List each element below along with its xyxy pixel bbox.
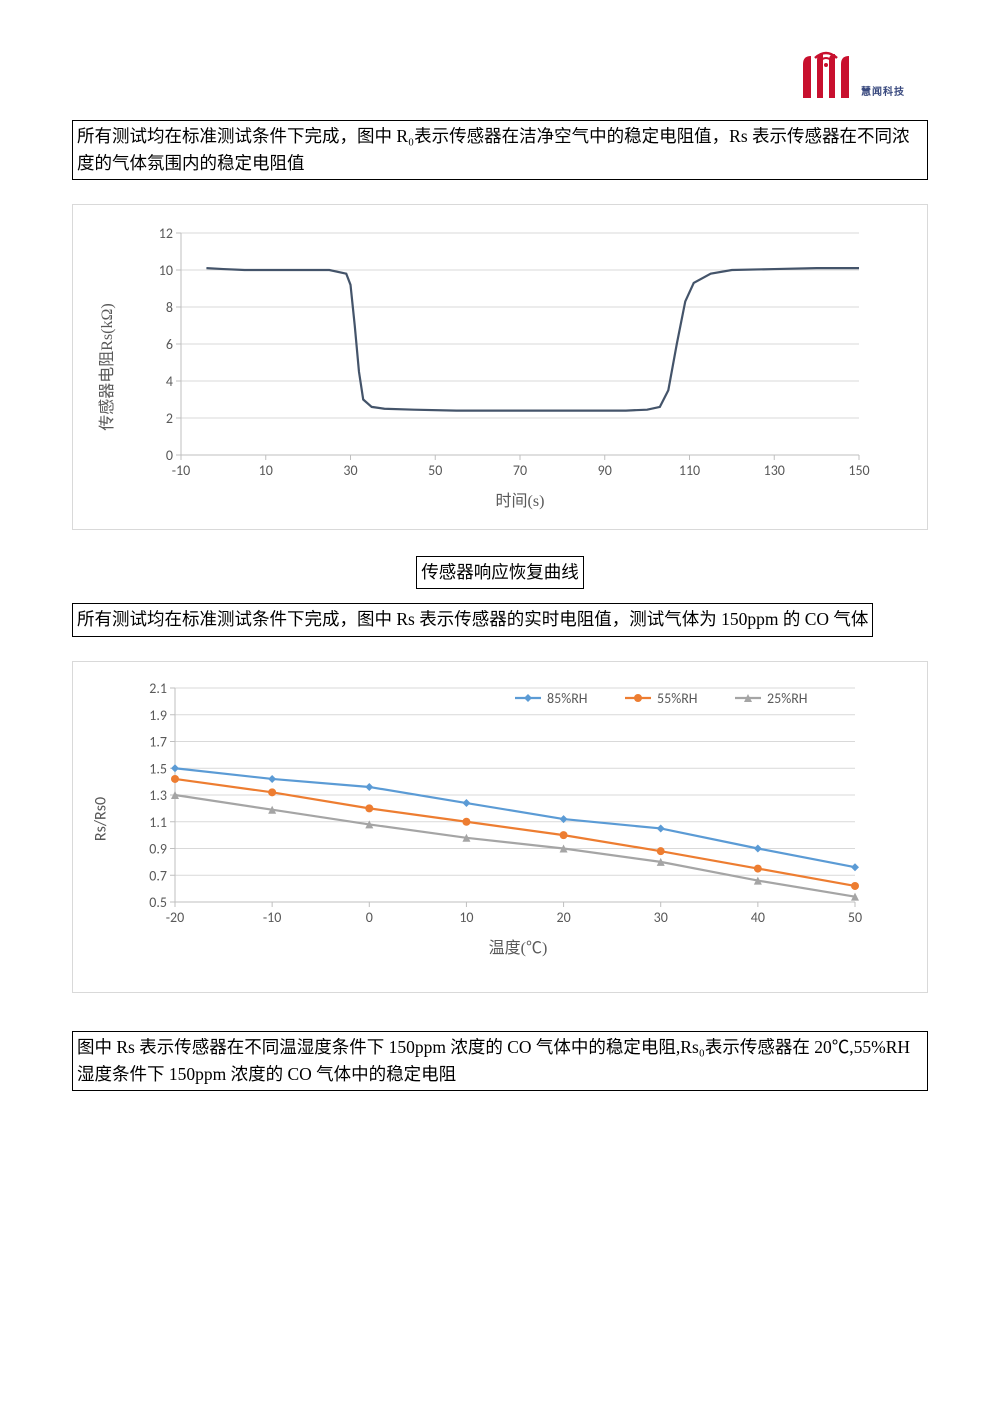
svg-text:10: 10 bbox=[459, 909, 473, 926]
svg-text:20: 20 bbox=[556, 909, 570, 926]
logo-subtitle: 慧闻科技 bbox=[861, 83, 905, 98]
svg-text:1.1: 1.1 bbox=[149, 813, 167, 830]
chart2-frame: Rs/Rs0 0.5 0.7 0.9 1.1 1.3 1.5 1.7 1.9 2.1 -20 -10… bbox=[72, 661, 928, 993]
svg-text:4: 4 bbox=[166, 373, 173, 390]
chart1-frame: 传感器电阻Rs(kΩ) 024681012-101030507090110130… bbox=[72, 204, 928, 530]
svg-text:2: 2 bbox=[166, 410, 173, 427]
svg-text:30: 30 bbox=[654, 909, 668, 926]
svg-text:10: 10 bbox=[259, 462, 273, 479]
svg-text:30: 30 bbox=[343, 462, 357, 479]
svg-text:0: 0 bbox=[366, 909, 373, 926]
svg-text:1.7: 1.7 bbox=[149, 733, 167, 750]
svg-text:-10: -10 bbox=[263, 909, 281, 926]
chart1-caption-wrap: 传感器响应恢复曲线 bbox=[72, 548, 928, 589]
svg-text:150: 150 bbox=[848, 462, 869, 479]
chart2-xlabel: 温度(℃) bbox=[127, 934, 909, 958]
svg-text:10: 10 bbox=[159, 262, 173, 279]
svg-text:55%RH: 55%RH bbox=[657, 690, 698, 707]
svg-text:-10: -10 bbox=[172, 462, 190, 479]
svg-text:1.5: 1.5 bbox=[149, 760, 167, 777]
svg-text:40: 40 bbox=[751, 909, 765, 926]
svg-text:50: 50 bbox=[428, 462, 442, 479]
svg-text:0.9: 0.9 bbox=[149, 840, 167, 857]
chart1-caption: 传感器响应恢复曲线 bbox=[416, 556, 584, 589]
svg-text:90: 90 bbox=[598, 462, 612, 479]
logo-mark-icon bbox=[797, 50, 859, 98]
chart2-ylabel: Rs/Rs0 bbox=[92, 796, 111, 840]
svg-text:1.9: 1.9 bbox=[149, 706, 167, 723]
chart1-ylabel: 传感器电阻Rs(kΩ) bbox=[93, 304, 117, 431]
svg-text:0.7: 0.7 bbox=[149, 867, 167, 884]
svg-text:-20: -20 bbox=[166, 909, 184, 926]
svg-text:6: 6 bbox=[166, 336, 173, 353]
section1-intro-text: 所有测试均在标准测试条件下完成，图中 R₀表示传感器在洁净空气中的稳定电阻值，R… bbox=[72, 120, 928, 180]
svg-text:12: 12 bbox=[159, 225, 173, 242]
chart1-plot: 024681012-101030507090110130150 bbox=[131, 223, 871, 483]
svg-text:50: 50 bbox=[848, 909, 862, 926]
chart2-plot: 0.5 0.7 0.9 1.1 1.3 1.5 1.7 1.9 2.1 -20 -10 0 10 20 30… bbox=[127, 680, 867, 930]
svg-text:110: 110 bbox=[679, 462, 700, 479]
svg-text:0.5: 0.5 bbox=[149, 894, 167, 911]
svg-text:8: 8 bbox=[166, 299, 173, 316]
brand-logo: 慧闻科技 bbox=[797, 50, 905, 98]
footnote-text: 图中 Rs 表示传感器在不同温湿度条件下 150ppm 浓度的 CO 气体中的稳… bbox=[72, 1031, 928, 1091]
svg-text:1.3: 1.3 bbox=[149, 787, 167, 804]
chart1-xlabel: 时间(s) bbox=[131, 487, 909, 511]
svg-text:25%RH: 25%RH bbox=[767, 690, 808, 707]
svg-text:70: 70 bbox=[513, 462, 527, 479]
section2-intro-text: 所有测试均在标准测试条件下完成，图中 Rs 表示传感器的实时电阻值，测试气体为 … bbox=[72, 603, 873, 636]
svg-text:2.1: 2.1 bbox=[149, 680, 167, 697]
svg-text:85%RH: 85%RH bbox=[547, 690, 588, 707]
svg-text:130: 130 bbox=[764, 462, 785, 479]
